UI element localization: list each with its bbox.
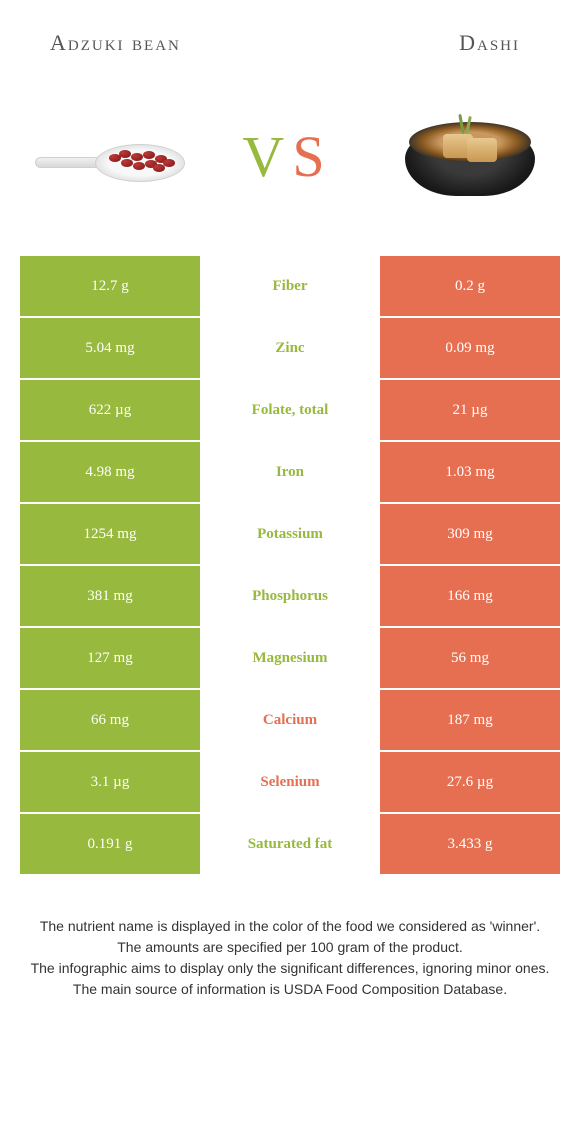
table-row: 4.98 mgIron1.03 mg bbox=[20, 442, 560, 502]
nutrient-name: Magnesium bbox=[200, 628, 380, 688]
nutrient-name: Potassium bbox=[200, 504, 380, 564]
right-value: 187 mg bbox=[380, 690, 560, 750]
right-value: 0.09 mg bbox=[380, 318, 560, 378]
header: Adzuki bean Dashi bbox=[0, 0, 580, 66]
table-row: 622 µgFolate, total21 µg bbox=[20, 380, 560, 440]
left-value: 381 mg bbox=[20, 566, 200, 626]
right-value: 3.433 g bbox=[380, 814, 560, 874]
right-value: 21 µg bbox=[380, 380, 560, 440]
left-value: 0.191 g bbox=[20, 814, 200, 874]
right-value: 309 mg bbox=[380, 504, 560, 564]
table-row: 66 mgCalcium187 mg bbox=[20, 690, 560, 750]
nutrient-name: Iron bbox=[200, 442, 380, 502]
right-value: 166 mg bbox=[380, 566, 560, 626]
nutrient-name: Calcium bbox=[200, 690, 380, 750]
left-value: 1254 mg bbox=[20, 504, 200, 564]
footer-line: The infographic aims to display only the… bbox=[30, 958, 550, 979]
table-row: 127 mgMagnesium56 mg bbox=[20, 628, 560, 688]
right-value: 0.2 g bbox=[380, 256, 560, 316]
images-row: VS bbox=[0, 66, 580, 256]
left-value: 3.1 µg bbox=[20, 752, 200, 812]
vs-s: S bbox=[292, 124, 332, 189]
table-row: 5.04 mgZinc0.09 mg bbox=[20, 318, 560, 378]
left-value: 127 mg bbox=[20, 628, 200, 688]
footer-notes: The nutrient name is displayed in the co… bbox=[0, 876, 580, 1000]
nutrient-name: Selenium bbox=[200, 752, 380, 812]
left-value: 622 µg bbox=[20, 380, 200, 440]
footer-line: The main source of information is USDA F… bbox=[30, 979, 550, 1000]
table-row: 12.7 gFiber0.2 g bbox=[20, 256, 560, 316]
nutrient-name: Fiber bbox=[200, 256, 380, 316]
right-value: 56 mg bbox=[380, 628, 560, 688]
footer-line: The nutrient name is displayed in the co… bbox=[30, 916, 550, 937]
adzuki-bean-image bbox=[35, 106, 185, 206]
nutrient-name: Phosphorus bbox=[200, 566, 380, 626]
left-value: 4.98 mg bbox=[20, 442, 200, 502]
vs-label: VS bbox=[242, 123, 332, 190]
dashi-image bbox=[390, 106, 540, 206]
table-row: 3.1 µgSelenium27.6 µg bbox=[20, 752, 560, 812]
table-row: 381 mgPhosphorus166 mg bbox=[20, 566, 560, 626]
left-value: 12.7 g bbox=[20, 256, 200, 316]
nutrient-table: 12.7 gFiber0.2 g5.04 mgZinc0.09 mg622 µg… bbox=[20, 256, 560, 874]
left-value: 66 mg bbox=[20, 690, 200, 750]
left-food-title: Adzuki bean bbox=[50, 30, 181, 56]
right-value: 27.6 µg bbox=[380, 752, 560, 812]
left-value: 5.04 mg bbox=[20, 318, 200, 378]
vs-v: V bbox=[242, 124, 292, 189]
footer-line: The amounts are specified per 100 gram o… bbox=[30, 937, 550, 958]
table-row: 0.191 gSaturated fat3.433 g bbox=[20, 814, 560, 874]
right-value: 1.03 mg bbox=[380, 442, 560, 502]
table-row: 1254 mgPotassium309 mg bbox=[20, 504, 560, 564]
nutrient-name: Zinc bbox=[200, 318, 380, 378]
nutrient-name: Folate, total bbox=[200, 380, 380, 440]
right-food-title: Dashi bbox=[459, 30, 520, 56]
nutrient-name: Saturated fat bbox=[200, 814, 380, 874]
